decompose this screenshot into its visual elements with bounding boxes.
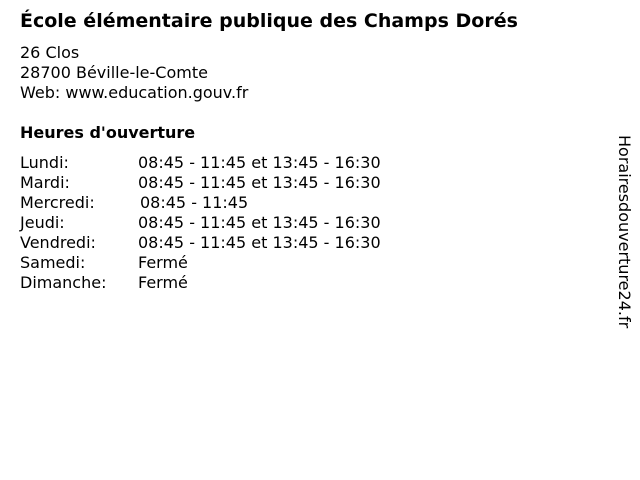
hours-table: Lundi: 08:45 - 11:45 et 13:45 - 16:30 Mar… xyxy=(20,153,381,293)
hours-row: Samedi: Fermé xyxy=(20,253,381,273)
address-city: 28700 Béville-le-Comte xyxy=(20,63,208,82)
hours-row: Lundi: 08:45 - 11:45 et 13:45 - 16:30 xyxy=(20,153,381,173)
watermark: Horairesdouverture24.fr xyxy=(615,135,634,329)
hours-row: Vendredi: 08:45 - 11:45 et 13:45 - 16:30 xyxy=(20,233,381,253)
address-street: 26 Clos xyxy=(20,43,80,62)
hours-row: Dimanche: Fermé xyxy=(20,273,381,293)
day-hours: Fermé xyxy=(138,253,188,272)
address-block: 26 Clos 28700 Béville-le-Comte Web: www.… xyxy=(20,43,248,103)
day-label: Mercredi: xyxy=(20,193,95,212)
day-label: Vendredi: xyxy=(20,233,96,252)
day-hours: 08:45 - 11:45 et 13:45 - 16:30 xyxy=(138,173,381,192)
day-label: Mardi: xyxy=(20,173,70,192)
website: Web: www.education.gouv.fr xyxy=(20,83,249,102)
day-hours: 08:45 - 11:45 xyxy=(140,193,249,212)
day-hours: 08:45 - 11:45 et 13:45 - 16:30 xyxy=(138,233,381,252)
day-hours: Fermé xyxy=(138,273,188,292)
hours-row: Jeudi: 08:45 - 11:45 et 13:45 - 16:30 xyxy=(20,213,381,233)
hours-row: Mercredi: 08:45 - 11:45 xyxy=(20,193,381,213)
hours-heading: Heures d'ouverture xyxy=(20,123,196,142)
day-label: Dimanche: xyxy=(20,273,107,292)
page-title: École élémentaire publique des Champs Do… xyxy=(20,10,518,32)
day-label: Lundi: xyxy=(20,153,69,172)
day-hours: 08:45 - 11:45 et 13:45 - 16:30 xyxy=(138,153,381,172)
day-hours: 08:45 - 11:45 et 13:45 - 16:30 xyxy=(138,213,381,232)
day-label: Jeudi: xyxy=(20,213,65,232)
day-label: Samedi: xyxy=(20,253,86,272)
hours-row: Mardi: 08:45 - 11:45 et 13:45 - 16:30 xyxy=(20,173,381,193)
